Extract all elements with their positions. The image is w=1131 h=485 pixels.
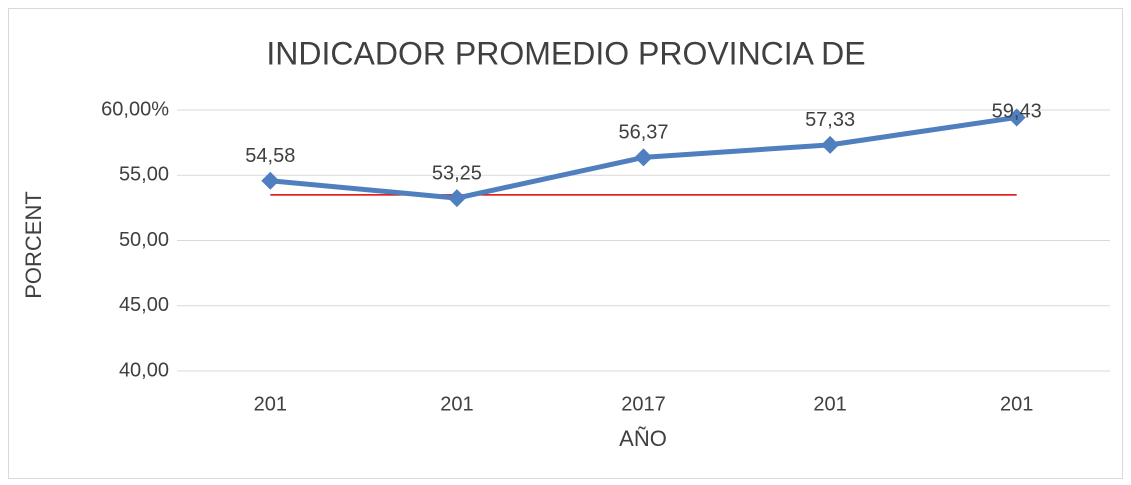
x-tick-label: 2017 [621,393,666,415]
data-label: 53,25 [432,162,482,184]
chart-frame [8,8,1123,479]
data-marker [261,171,280,190]
x-axis-label: AÑO [619,426,667,451]
data-label: 56,37 [618,122,668,144]
y-tick-label: 60,00% [101,98,169,120]
chart-title: INDICADOR PROMEDIO PROVINCIA DE [266,35,865,71]
data-label: 59,43 [992,101,1042,123]
data-marker [1007,108,1026,127]
y-tick-label: 45,00 [119,294,169,316]
y-tick-label: 55,00 [119,164,169,186]
data-marker [634,148,653,167]
y-axis-label: PORCENT [21,191,46,299]
y-tick-label: 40,00 [119,359,169,381]
data-marker [821,135,840,154]
x-tick-label: 201 [440,393,473,415]
x-tick-label: 201 [813,393,846,415]
x-tick-label: 201 [1000,393,1033,415]
x-tick-label: 201 [254,393,287,415]
data-marker [447,189,466,208]
data-label: 57,33 [805,109,855,131]
y-tick-label: 50,00 [119,229,169,251]
data-label: 54,58 [245,145,295,167]
